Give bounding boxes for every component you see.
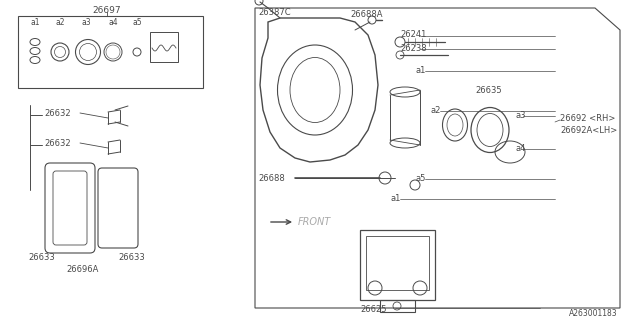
Text: a1: a1 <box>390 194 401 203</box>
Text: 26692 <RH>: 26692 <RH> <box>560 114 616 123</box>
Text: 26633: 26633 <box>118 253 145 262</box>
Text: 26632: 26632 <box>44 108 70 117</box>
Text: 26697: 26697 <box>93 5 122 14</box>
Text: 26238: 26238 <box>400 44 427 52</box>
Text: 26688: 26688 <box>258 173 285 182</box>
Text: a1: a1 <box>415 66 426 75</box>
Text: a5: a5 <box>132 18 142 27</box>
Bar <box>150 32 178 62</box>
Text: 26625: 26625 <box>360 306 387 315</box>
Bar <box>366 236 429 290</box>
Text: 26241: 26241 <box>400 29 426 38</box>
Bar <box>360 230 435 300</box>
Text: 26387C: 26387C <box>258 7 291 17</box>
Text: 26633: 26633 <box>28 253 55 262</box>
Text: 26696A: 26696A <box>67 266 99 275</box>
Text: a3: a3 <box>81 18 91 27</box>
Text: 26632: 26632 <box>44 139 70 148</box>
Text: 26635: 26635 <box>475 85 502 94</box>
Text: a5: a5 <box>415 173 426 182</box>
Text: 26692A<LH>: 26692A<LH> <box>560 125 617 134</box>
Text: A263001183: A263001183 <box>570 308 618 317</box>
Text: a2: a2 <box>430 106 440 115</box>
Text: a2: a2 <box>55 18 65 27</box>
Bar <box>18 16 203 88</box>
Text: FRONT: FRONT <box>298 217 332 227</box>
Text: a1: a1 <box>30 18 40 27</box>
Text: a4: a4 <box>108 18 118 27</box>
Bar <box>380 300 415 312</box>
Text: 26688A: 26688A <box>350 10 383 19</box>
Text: a3: a3 <box>515 110 525 119</box>
Text: a4: a4 <box>515 143 525 153</box>
